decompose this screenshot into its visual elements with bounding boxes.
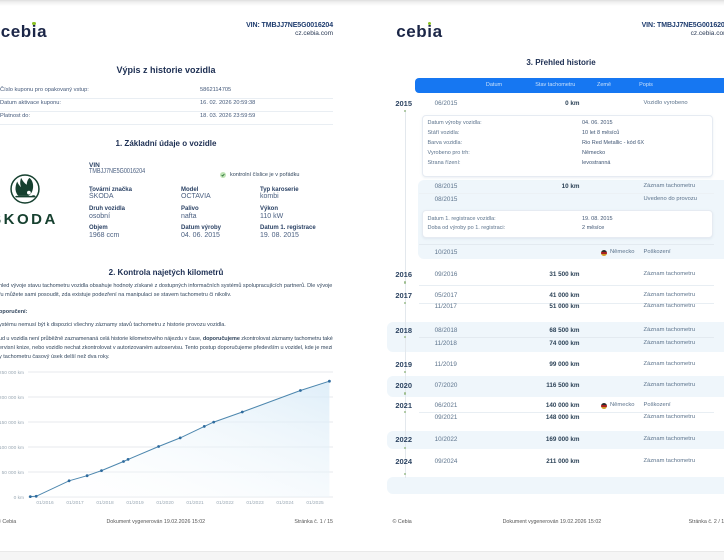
- svg-text:01/2024: 01/2024: [276, 500, 294, 506]
- svg-text:250 000 km: 250 000 km: [0, 370, 24, 376]
- svg-text:150 000 km: 150 000 km: [0, 420, 24, 426]
- svg-text:01/2021: 01/2021: [186, 500, 204, 506]
- svg-text:50 000 km: 50 000 km: [2, 470, 24, 476]
- svg-text:01/2016: 01/2016: [36, 500, 54, 506]
- svg-text:01/2018: 01/2018: [96, 500, 114, 506]
- svg-text:0 km: 0 km: [14, 495, 24, 501]
- svg-text:01/2017: 01/2017: [66, 500, 84, 506]
- svg-text:200 000 km: 200 000 km: [0, 395, 24, 401]
- svg-text:01/2020: 01/2020: [156, 500, 174, 506]
- svg-text:01/2023: 01/2023: [246, 500, 264, 506]
- svg-text:01/2019: 01/2019: [126, 500, 144, 506]
- svg-text:100 000 km: 100 000 km: [0, 445, 24, 451]
- svg-text:01/2025: 01/2025: [306, 500, 324, 506]
- svg-text:01/2022: 01/2022: [216, 500, 234, 506]
